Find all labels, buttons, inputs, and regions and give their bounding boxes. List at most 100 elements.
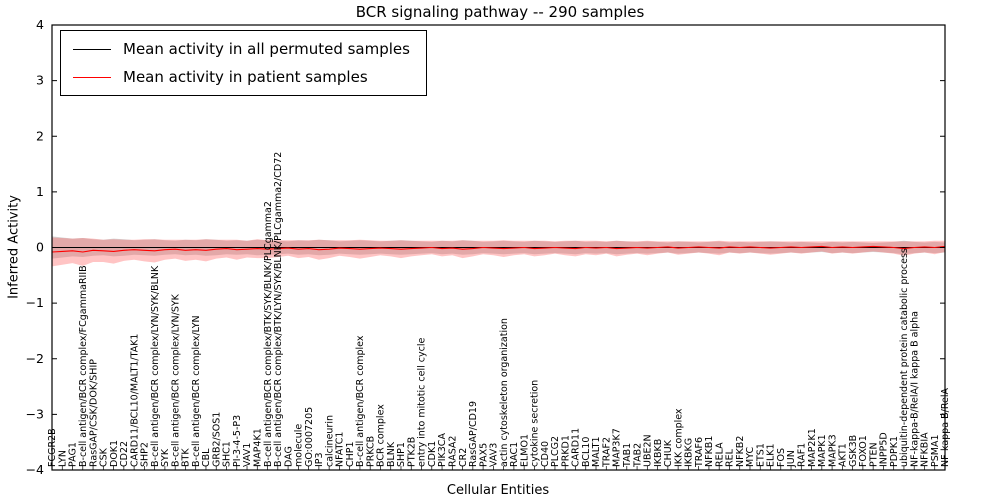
x-tick-label: IP3 <box>314 452 325 467</box>
x-tick-label: RasGAP/CD19 <box>468 401 479 467</box>
x-tick-label: GSK3B <box>848 435 859 467</box>
x-tick-label: NF-kappa-B/RelA/I kappa B alpha <box>909 311 920 467</box>
y-tick-label: 4 <box>36 17 44 32</box>
x-tick-label: SHP1 <box>396 442 407 467</box>
x-tick-label: MAP2K1 <box>807 428 818 467</box>
x-tick-label: CDK1 <box>427 441 438 467</box>
x-tick-label: SHP2 <box>140 442 151 467</box>
x-tick-label: FCGR2B <box>47 428 58 467</box>
x-tick-label: NFKB1 <box>704 436 715 467</box>
x-tick-label: FOXO1 <box>858 435 869 467</box>
y-tick-label: −4 <box>26 462 44 477</box>
y-tick-label: 2 <box>36 128 44 143</box>
x-tick-label: DOK1 <box>109 440 120 467</box>
legend-label-patient: Mean activity in patient samples <box>123 68 368 86</box>
x-tick-label: PRKD1 <box>560 435 571 467</box>
x-tick-label: RAC1 <box>509 442 520 467</box>
x-tick-label: NF-kappa-B/RelA <box>940 387 951 467</box>
x-tick-label: B-cell antigen/BCR complex/BTK/LYN/SYK/B… <box>273 152 284 467</box>
x-tick-label: RELA <box>714 442 725 467</box>
x-tick-label: B-cell antigen/BCR complex/LYN <box>191 315 202 467</box>
x-tick-label: MAP4K1 <box>253 428 264 467</box>
x-axis-label: Cellular Entities <box>446 483 550 498</box>
x-tick-label: ELK1 <box>766 443 777 467</box>
x-tick-label: VAV1 <box>242 443 253 467</box>
x-tick-label: CHUK <box>663 439 674 467</box>
x-tick-label: PTK2B <box>407 437 418 467</box>
y-tick-label: −1 <box>26 295 44 310</box>
x-tick-label: BCL10 <box>581 437 592 467</box>
x-tick-label: NFKBIA <box>920 432 931 467</box>
permuted-line-swatch <box>73 48 111 50</box>
x-tick-label: B-cell antigen/BCR complex/FCgammaRIIB <box>78 265 89 467</box>
patient-mean-line <box>51 245 946 253</box>
x-tick-label: PI-3-4-5-P3 <box>232 415 243 467</box>
x-tick-label: NFATC1 <box>335 432 346 467</box>
legend-row-patient: Mean activity in patient samples <box>73 68 410 86</box>
x-tick-label: IKBKG <box>684 438 695 467</box>
x-tick-label: PAX5 <box>478 443 489 467</box>
x-tick-label: CSK <box>99 447 110 467</box>
x-tick-label: CARD11/BCL10/MALT1/TAK1 <box>129 334 140 467</box>
x-tick-label: PTEN <box>868 442 879 467</box>
y-tick-label: −2 <box>26 351 44 366</box>
x-tick-label: BTK <box>181 448 192 467</box>
x-tick-label: CR2 <box>458 448 469 467</box>
x-tick-label: MAPK1 <box>817 434 828 467</box>
chart-title: BCR signaling pathway -- 290 samples <box>355 3 645 21</box>
chart-legend: Mean activity in all permuted samples Me… <box>60 30 427 96</box>
x-tick-label: entry into mitotic cell cycle <box>417 338 428 467</box>
x-tick-label: PRKCB <box>365 436 376 467</box>
x-tick-label: ETS1 <box>755 443 766 467</box>
x-tick-label: TRAF6 <box>694 437 705 468</box>
x-tick-label: ELMO1 <box>519 434 530 467</box>
x-tick-label: UBE2N <box>643 434 654 467</box>
x-tick-label: B-cell antigen/BCR complex/BTK/SYK/BLNK/… <box>263 201 274 467</box>
x-tick-label: CD40 <box>540 441 551 467</box>
legend-row-permuted: Mean activity in all permuted samples <box>73 40 410 58</box>
x-tick-label: molecule <box>294 424 305 467</box>
x-tick-label: TAB1 <box>622 443 633 468</box>
y-tick-label: 0 <box>36 240 44 255</box>
x-tick-label: BLNK <box>386 441 397 467</box>
y-tick-label: 1 <box>36 184 44 199</box>
x-tick-label: PDPK1 <box>889 436 900 467</box>
x-tick-label: TAB2 <box>632 443 643 468</box>
x-tick-label: TRAF2 <box>602 437 613 468</box>
x-tick-label: cytokine secretion <box>530 380 541 467</box>
x-tick-label: PIK3CA <box>437 433 448 467</box>
x-tick-label: MALT1 <box>591 436 602 467</box>
x-tick-label: CD22 <box>119 441 130 467</box>
x-tick-label: CARD11 <box>571 428 582 467</box>
x-tick-label: CBL <box>201 448 212 467</box>
legend-label-permuted: Mean activity in all permuted samples <box>123 40 410 58</box>
x-tick-label: REL <box>725 448 736 467</box>
y-tick-label: −3 <box>26 406 44 421</box>
x-tick-label: NFKB2 <box>735 436 746 467</box>
patient-confidence-band <box>52 237 945 267</box>
x-tick-label: SYK <box>160 448 171 467</box>
x-tick-label: PAG1 <box>68 442 79 467</box>
x-tick-label: PLCG2 <box>550 436 561 467</box>
x-tick-label: CHP1 <box>345 441 356 467</box>
x-tick-label: PSMA1 <box>930 435 941 468</box>
x-tick-label: RASA2 <box>448 436 459 467</box>
x-tick-label: GRB2/SOS1 <box>211 412 222 467</box>
x-tick-label: MAP3K7 <box>612 428 623 467</box>
x-tick-label: DAG <box>283 446 294 467</box>
x-tick-label: SHC1 <box>222 441 233 467</box>
x-tick-label: INPP5D <box>879 432 890 467</box>
x-tick-label: BCR complex <box>376 404 387 467</box>
patient-line-swatch <box>73 76 111 78</box>
x-tick-label: calcineurin <box>324 415 335 467</box>
x-tick-label: ubiquitin-dependent protein catabolic pr… <box>899 248 910 467</box>
x-tick-label: RasGAP/CSK/DOK/SHIP <box>88 359 99 467</box>
x-tick-label: VAV3 <box>489 443 500 467</box>
x-tick-label: IKBKB <box>653 439 664 467</box>
y-axis-label: Inferred Activity <box>6 195 22 299</box>
x-tick-label: LYN <box>58 450 69 467</box>
axes-frame <box>51 24 946 471</box>
x-tick-label: JUN <box>786 450 797 468</box>
x-tick-label: MYC <box>745 447 756 467</box>
